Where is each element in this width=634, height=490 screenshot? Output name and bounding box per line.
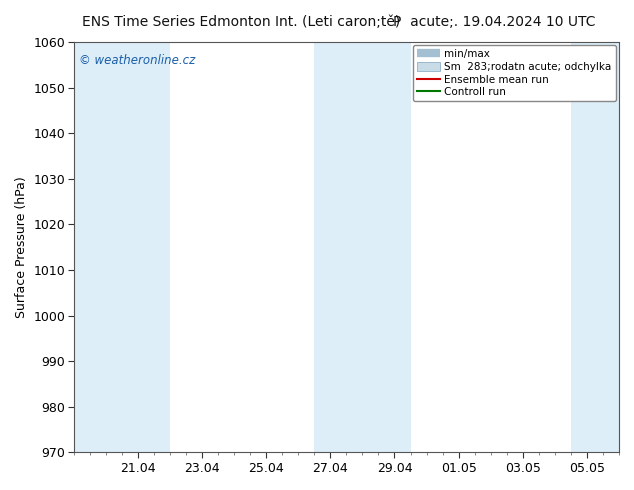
Y-axis label: Surface Pressure (hPa): Surface Pressure (hPa)	[15, 176, 28, 318]
Legend: min/max, Sm  283;rodatn acute; odchylka, Ensemble mean run, Controll run: min/max, Sm 283;rodatn acute; odchylka, …	[413, 45, 616, 101]
Bar	[314, 42, 411, 452]
Bar	[571, 42, 619, 452]
Text: ENS Time Series Edmonton Int. (Leti caron;tě): ENS Time Series Edmonton Int. (Leti caro…	[82, 15, 400, 29]
Text: © weatheronline.cz: © weatheronline.cz	[79, 54, 195, 67]
Text: P  acute;. 19.04.2024 10 UTC: P acute;. 19.04.2024 10 UTC	[393, 15, 596, 29]
Bar	[74, 42, 170, 452]
